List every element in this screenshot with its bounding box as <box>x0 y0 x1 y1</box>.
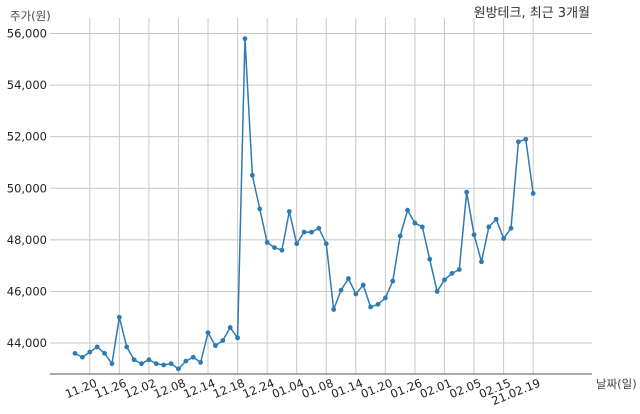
data-point <box>309 229 314 235</box>
data-point <box>102 350 107 356</box>
data-point <box>294 241 300 247</box>
data-point <box>205 330 211 336</box>
data-point <box>227 325 233 330</box>
data-point <box>412 220 418 226</box>
data-point <box>279 247 285 253</box>
data-point <box>176 366 181 372</box>
data-point <box>153 361 159 367</box>
data-point <box>220 338 226 343</box>
data-point <box>249 172 255 178</box>
y-tick-label: 44,000 <box>7 336 47 350</box>
x-axis-ticks: 11.2011.2612.0212.0812.1412.1812.2401.04… <box>63 376 542 408</box>
data-point <box>390 278 396 284</box>
y-axis-ticks: 44,000 46,000 48,000 50,000 52,000 54,000 56,0… <box>7 26 47 350</box>
data-point <box>272 245 277 250</box>
data-point <box>368 304 373 310</box>
x-axis-title: 날짜(일) <box>596 377 637 391</box>
data-point <box>449 270 455 276</box>
data-point <box>479 259 484 265</box>
chart-title: 원방테크, 최근 3개월 <box>474 6 590 21</box>
data-point <box>168 361 174 367</box>
data-point <box>456 267 462 272</box>
data-point <box>331 307 337 312</box>
data-point <box>501 236 507 241</box>
y-tick-label: 48,000 <box>7 233 47 247</box>
data-point <box>323 241 329 247</box>
y-tick-label: 54,000 <box>7 78 47 92</box>
data-point <box>257 206 263 212</box>
data-point <box>523 136 529 142</box>
price-series <box>72 36 536 372</box>
data-point <box>530 191 536 196</box>
data-point <box>486 224 492 230</box>
data-point <box>286 209 292 214</box>
data-point <box>183 358 189 364</box>
data-point <box>264 240 270 245</box>
y-tick-label: 56,000 <box>7 26 47 40</box>
data-point <box>72 350 78 356</box>
data-point <box>146 357 152 363</box>
data-point <box>131 357 137 363</box>
series-line <box>74 38 534 370</box>
data-point <box>360 282 366 288</box>
data-point <box>493 216 499 222</box>
data-point <box>434 289 440 294</box>
data-point <box>79 354 85 360</box>
data-point <box>116 314 122 320</box>
data-point <box>190 354 196 360</box>
data-point <box>124 344 130 350</box>
data-point <box>375 301 381 307</box>
data-point <box>427 256 433 262</box>
data-point <box>87 349 93 355</box>
data-point <box>471 232 477 238</box>
y-tick-label: 50,000 <box>7 181 47 195</box>
data-point <box>516 139 521 145</box>
data-point <box>397 233 403 239</box>
data-point <box>346 276 351 281</box>
data-point <box>301 229 307 235</box>
data-point <box>139 361 144 367</box>
data-point <box>94 344 100 350</box>
data-point <box>235 335 240 341</box>
chart-grid <box>50 18 592 374</box>
data-point <box>442 277 447 283</box>
data-point <box>338 287 344 293</box>
data-point <box>464 189 470 195</box>
data-point <box>419 224 425 230</box>
y-tick-label: 46,000 <box>7 284 47 298</box>
data-point <box>242 36 248 42</box>
y-axis-title: 주가(원) <box>10 9 51 23</box>
data-point <box>382 295 388 301</box>
data-point <box>213 343 218 349</box>
y-tick-label: 52,000 <box>7 130 47 144</box>
data-point <box>405 207 410 213</box>
data-point <box>353 291 359 297</box>
data-point <box>316 225 322 231</box>
data-point <box>109 361 115 367</box>
data-point <box>161 362 167 368</box>
data-point <box>198 359 204 365</box>
data-point <box>508 225 514 231</box>
